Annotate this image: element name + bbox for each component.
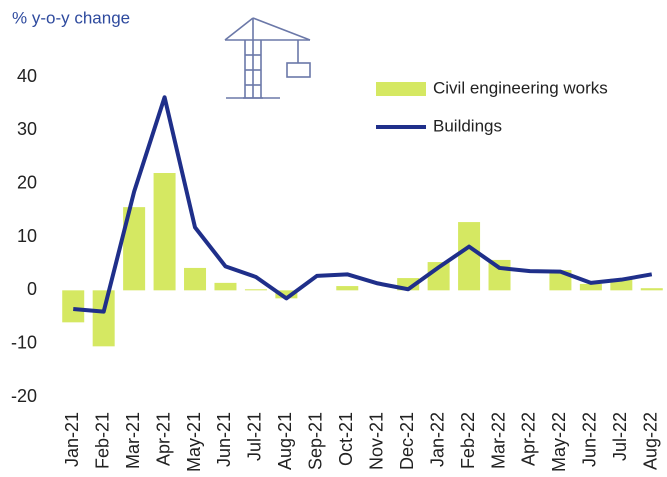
bar (214, 282, 237, 291)
x-tick-label: Mar-22 (488, 412, 508, 469)
x-tick-label: Oct-21 (336, 412, 356, 466)
bar (640, 288, 663, 291)
y-tick-label: 0 (27, 279, 37, 299)
bar (275, 290, 298, 299)
x-tick-label: Jun-22 (580, 412, 600, 467)
y-tick-label: -20 (11, 386, 37, 406)
x-tick-label: Feb-22 (458, 412, 478, 469)
x-tick-label: Apr-22 (519, 412, 539, 466)
legend-swatch (376, 82, 426, 96)
x-tick-label: Jan-22 (427, 412, 447, 467)
x-tick-label: Mar-21 (123, 412, 143, 469)
x-tick-label: May-22 (549, 412, 569, 472)
y-tick-label: -10 (11, 332, 37, 352)
bar (184, 267, 207, 291)
y-tick-label: 40 (17, 66, 37, 86)
x-tick-label: Apr-21 (153, 412, 173, 466)
x-tick-label: May-21 (184, 412, 204, 472)
crane-icon (224, 17, 311, 99)
x-tick-label: Aug-22 (641, 412, 661, 470)
y-axis-label: % y-o-y change (12, 8, 130, 27)
legend-label: Buildings (433, 116, 502, 135)
bar (610, 278, 633, 291)
legend-label: Civil engineering works (433, 78, 608, 97)
x-tick-label: Jul-22 (610, 412, 630, 461)
x-tick-label: Jun-21 (214, 412, 234, 467)
bar (458, 222, 481, 291)
y-tick-label: 20 (17, 172, 37, 192)
bar (153, 173, 176, 291)
x-tick-label: Nov-21 (366, 412, 386, 470)
bar (244, 289, 267, 291)
x-tick-label: Sep-21 (306, 412, 326, 470)
bar (336, 286, 359, 291)
bar (92, 290, 115, 347)
y-tick-label: 30 (17, 119, 37, 139)
x-tick-label: Dec-21 (397, 412, 417, 470)
bar (62, 290, 85, 323)
bar (579, 283, 602, 291)
y-tick-label: 10 (17, 226, 37, 246)
x-tick-label: Feb-21 (92, 412, 112, 469)
bar (123, 207, 146, 291)
x-tick-label: Jan-21 (62, 412, 82, 467)
x-tick-label: Aug-21 (275, 412, 295, 470)
x-tick-label: Jul-21 (245, 412, 265, 461)
line (73, 95, 653, 314)
